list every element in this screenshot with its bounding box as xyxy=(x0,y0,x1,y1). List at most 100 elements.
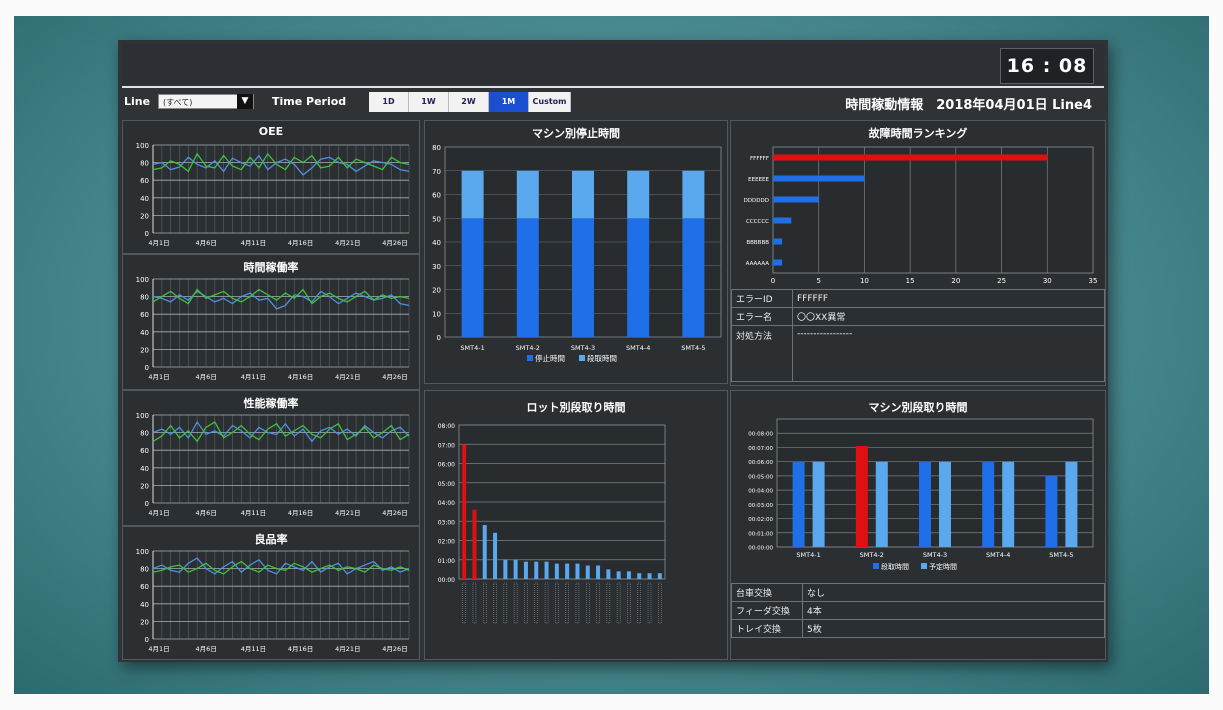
x-category-placeholder xyxy=(627,582,631,624)
x-category-placeholder xyxy=(637,582,641,624)
x-tick-label: 4月21日 xyxy=(335,645,360,653)
y-tick-label: 00:02:00 xyxy=(748,517,773,523)
machine-stop-time-panel: マシン別停止時間 0 10 20 30 40 50 60 70 80 SMT4-1 SMT4-2 SM… xyxy=(424,120,728,384)
period-button-1m[interactable]: 1M xyxy=(489,92,529,112)
tray-change-value: 5枚 xyxy=(802,619,1105,638)
y-tick-label: 06:00 xyxy=(438,462,455,469)
x-tick-label: 4月21日 xyxy=(335,509,360,517)
period-button-2w[interactable]: 2W xyxy=(449,92,489,112)
y-tick-label: 40 xyxy=(140,601,149,609)
series-line xyxy=(152,557,410,575)
table-row: 対処方法 ----------------- xyxy=(731,325,1105,382)
x-category-placeholder xyxy=(647,582,652,624)
x-tick-label: 4月1日 xyxy=(148,645,169,653)
y-tick-label: 60 xyxy=(140,311,149,319)
y-tick-label: 0 xyxy=(145,636,149,644)
bar xyxy=(493,532,498,579)
bar xyxy=(637,573,642,579)
y-tick-label: 00:08:00 xyxy=(748,432,773,438)
y-tick-label: 100 xyxy=(136,142,149,150)
chevron-down-icon[interactable]: ▼ xyxy=(237,94,253,109)
y-tick-label: 03:00 xyxy=(438,519,455,526)
line-select[interactable]: (すべて) ▼ xyxy=(158,94,254,109)
y-tick-label: BBBBBB xyxy=(746,240,769,246)
y-tick-label: 00:05:00 xyxy=(748,474,773,480)
series-line xyxy=(152,420,410,443)
x-tick-label: SMT4-5 xyxy=(681,344,705,352)
x-tick-label: 4月21日 xyxy=(335,239,360,247)
bar xyxy=(565,563,570,579)
period-button-1d[interactable]: 1D xyxy=(369,92,409,112)
legend-label: 停止時間 xyxy=(535,353,565,363)
bar xyxy=(462,444,467,579)
x-tick-label: SMT4-1 xyxy=(460,344,484,352)
x-tick-label: 4月6日 xyxy=(196,509,217,517)
series-line xyxy=(152,154,410,176)
period-button-custom[interactable]: Custom xyxy=(529,92,571,112)
tray-change-label: トレイ交換 xyxy=(731,619,803,638)
failure-ranking-panel: 故障時間ランキング 0 5 10 15 20 25 30 35 FFFFFF EEEEEE DDDD… xyxy=(730,120,1106,386)
feeder-change-label: フィーダ交換 xyxy=(731,601,803,620)
x-tick-label: 4月16日 xyxy=(288,239,313,247)
x-category-placeholder xyxy=(472,582,477,624)
bar xyxy=(513,559,518,579)
y-tick-label: 00:00:00 xyxy=(748,546,773,552)
bar xyxy=(585,565,590,579)
time-period-buttons: 1D 1W 2W 1M Custom xyxy=(369,92,571,112)
bar xyxy=(627,218,650,337)
machine-setup-time-panel: マシン別段取り時間 00:00:00 00:01:00 00:02:00 00:03:… xyxy=(730,390,1106,660)
bar xyxy=(461,170,484,219)
x-tick-label: 25 xyxy=(997,277,1006,285)
bar xyxy=(572,170,594,219)
x-category-placeholder xyxy=(616,582,621,624)
oee-panel: OEE 0 20 40 60 80 100 4月1日 4月6日 4月11日 4月16日 4月21日 4… xyxy=(122,120,420,254)
x-category-placeholder xyxy=(606,582,611,624)
y-tick-label: 80 xyxy=(140,160,149,168)
legend-swatch xyxy=(527,355,533,361)
error-id-label: エラーID xyxy=(731,289,793,308)
x-category-placeholder xyxy=(493,582,497,624)
x-category-placeholder xyxy=(555,582,559,624)
x-tick-label: 30 xyxy=(1043,277,1052,285)
bar xyxy=(875,461,888,547)
x-tick-label: 4月1日 xyxy=(148,239,169,247)
x-tick-label: 4月1日 xyxy=(148,373,169,381)
y-tick-label: CCCCCC xyxy=(746,219,769,225)
bar xyxy=(773,217,792,224)
x-tick-label: 0 xyxy=(771,277,775,285)
x-tick-label: 4月6日 xyxy=(196,373,217,381)
y-tick-label: 30 xyxy=(432,263,441,271)
x-category-placeholder xyxy=(658,582,662,624)
y-tick-label: 60 xyxy=(140,177,149,185)
y-tick-label: 0 xyxy=(437,334,441,342)
failure-ranking-title: 故障時間ランキング xyxy=(868,127,968,140)
error-id-value: FFFFFF xyxy=(792,289,1105,308)
x-tick-label: 4月11日 xyxy=(241,373,266,381)
series-line xyxy=(152,152,410,173)
y-tick-label: AAAAAA xyxy=(746,261,770,267)
y-tick-label: 00:04:00 xyxy=(748,489,773,495)
x-tick-label: 5 xyxy=(816,277,820,285)
legend-label: 段取時間 xyxy=(587,353,617,363)
bar xyxy=(773,154,1048,161)
bar xyxy=(596,565,601,579)
x-tick-label: 4月26日 xyxy=(382,239,407,247)
y-tick-label: 0 xyxy=(145,364,149,372)
line-label: Line xyxy=(124,95,151,108)
bar xyxy=(626,571,631,579)
bar xyxy=(616,571,621,579)
oee-title: OEE xyxy=(258,125,284,138)
top-bar: 16 : 08 xyxy=(122,44,1104,84)
quality-chart: 0 20 40 60 80 100 4月1日 4月6日 4月11日 4月16日 4月21日 4月26日 xyxy=(136,548,410,653)
bar xyxy=(627,170,650,219)
period-button-1w[interactable]: 1W xyxy=(409,92,449,112)
y-tick-label: 01:00 xyxy=(438,558,455,565)
x-category-placeholder xyxy=(462,582,466,624)
setup-detail-table: 台車交換 なし フィーダ交換 4本 トレイ交換 5枚 xyxy=(731,583,1105,638)
availability-panel: 時間稼働率 0 20 40 60 80 100 4月1日 4月6日 4月11日 4月16日 4月21… xyxy=(122,254,420,390)
toolbar: Line (すべて) ▼ Time Period 1D 1W 2W 1M Custom … xyxy=(124,90,1106,114)
x-tick-label: 4月6日 xyxy=(196,239,217,247)
x-tick-label: 4月26日 xyxy=(382,509,407,517)
y-tick-label: 40 xyxy=(432,239,441,247)
lot-setup-time-chart: 00:00 01:00 02:00 03:00 04:00 05:00 06:00 07:00… xyxy=(438,423,666,624)
